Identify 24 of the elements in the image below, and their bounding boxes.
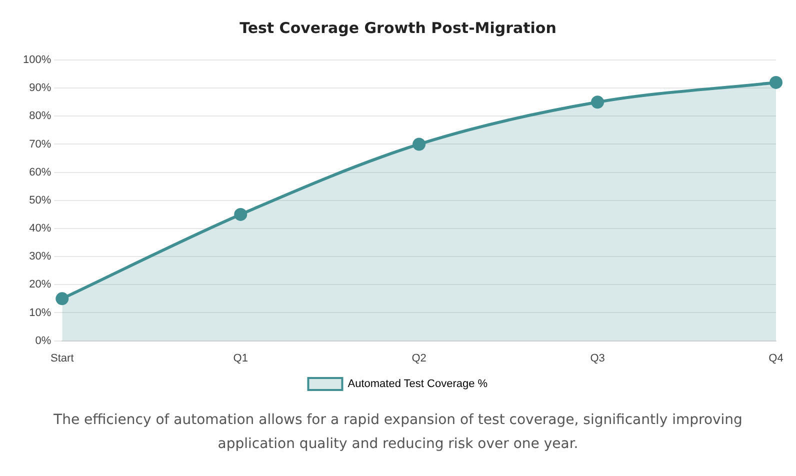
chart-title: Test Coverage Growth Post-Migration — [240, 18, 556, 37]
y-tick-label: 30% — [29, 250, 52, 263]
y-tick-label: 70% — [29, 138, 52, 150]
y-tick-label: 40% — [29, 222, 52, 235]
y-tick-label: 0% — [35, 334, 52, 347]
y-tick-label: 10% — [29, 306, 52, 319]
x-tick-label: Q4 — [768, 352, 784, 364]
point — [770, 76, 782, 89]
y-tick-label: 80% — [29, 110, 52, 122]
y-tick-label: 60% — [29, 166, 52, 178]
y-tick-label: 90% — [29, 82, 52, 94]
y-tick-label: 100% — [22, 54, 52, 66]
x-tick-label: Q2 — [412, 352, 426, 364]
point — [591, 96, 604, 109]
x-tick-label: Q1 — [233, 352, 248, 364]
text: The efficiency of automation allows for a rapid expansion of test coverage, significantly improving application quality and reducing risk over one year. — [52, 411, 744, 454]
point — [412, 138, 426, 151]
x-tick-label: Q3 — [590, 352, 605, 364]
point — [234, 208, 248, 221]
legend-label: Automated Test Coverage % — [348, 378, 488, 390]
y-tick-label: 50% — [29, 194, 52, 206]
point — [56, 292, 69, 306]
x-tick-label: Start — [50, 352, 74, 364]
y-tick-label: 20% — [29, 278, 52, 291]
